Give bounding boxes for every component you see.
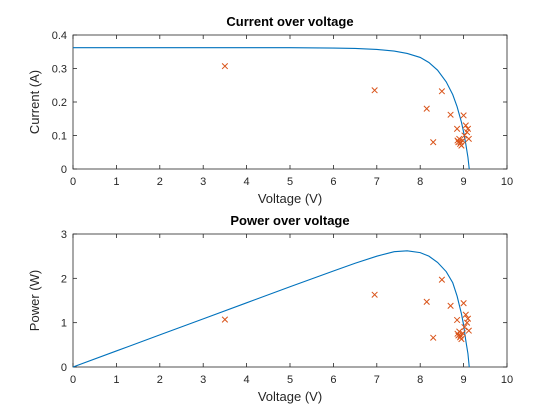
x-axis-label: Voltage (V)	[258, 191, 322, 206]
x-tick-label: 5	[287, 176, 293, 188]
x-tick-label: 10	[501, 176, 513, 188]
scatter-point	[463, 128, 471, 136]
y-tick-label: 0.2	[52, 97, 67, 109]
x-tick-label: 6	[330, 374, 336, 386]
x-tick-label: 10	[501, 374, 513, 386]
scatter-point	[462, 311, 469, 318]
x-axis-label: Voltage (V)	[258, 389, 322, 404]
x-tick-label: 2	[157, 374, 163, 386]
x-tick-label: 9	[461, 176, 467, 188]
scatter-point	[453, 125, 461, 132]
y-tick-label: 1	[61, 318, 67, 330]
scatter-point	[423, 298, 430, 305]
y-axis-label: Power (W)	[27, 270, 42, 331]
scatter-point	[457, 139, 464, 146]
scatter-point	[460, 300, 467, 307]
scatter-point	[465, 327, 472, 334]
x-tick-label: 8	[417, 176, 423, 188]
scatter-point	[221, 63, 229, 70]
x-tick-label: 9	[461, 374, 467, 386]
scatter-point	[457, 332, 464, 339]
scatter-point	[454, 137, 461, 144]
scatter-point	[221, 316, 229, 323]
scatter-point	[461, 323, 468, 331]
chart-power-over-voltage: Power over voltage Voltage (V) Power (W)…	[27, 213, 513, 404]
x-tick-label: 0	[70, 176, 76, 188]
scatter-point	[438, 88, 446, 95]
chart-current-over-voltage: Current over voltage Voltage (V) Current…	[27, 14, 513, 206]
scatter-point	[465, 135, 472, 143]
scatter-point	[453, 316, 461, 324]
chart-title: Power over voltage	[230, 213, 349, 228]
scatter-point	[371, 87, 378, 94]
scatter-point	[456, 140, 464, 148]
y-tick-label: 0.1	[52, 131, 67, 143]
x-tick-label: 1	[113, 374, 119, 386]
scatter-point	[438, 276, 446, 283]
x-tick-label: 8	[417, 374, 423, 386]
x-tick-label: 5	[287, 374, 293, 386]
scatter-point	[456, 334, 464, 341]
x-tick-label: 6	[330, 176, 336, 188]
y-tick-label: 2	[61, 273, 67, 285]
y-tick-label: 0	[61, 164, 67, 176]
x-tick-label: 7	[374, 176, 380, 188]
x-tick-label: 1	[113, 176, 119, 188]
scatter-point	[447, 302, 454, 309]
scatter-point	[447, 111, 454, 118]
scatter-point	[463, 319, 471, 326]
chart-title: Current over voltage	[226, 14, 353, 29]
y-tick-label: 0.4	[52, 30, 67, 42]
x-tick-label: 4	[244, 374, 250, 386]
x-tick-label: 7	[374, 374, 380, 386]
scatter-point	[423, 105, 430, 112]
scatter-point	[454, 330, 461, 337]
scatter-point	[461, 132, 468, 139]
scatter-point	[460, 112, 467, 119]
x-tick-label: 0	[70, 374, 76, 386]
scatter-point	[430, 139, 437, 146]
scatter-point	[371, 291, 378, 298]
y-axis-label: Current (A)	[27, 70, 42, 134]
scatter-point	[462, 122, 469, 129]
series-line	[72, 250, 470, 368]
series-line	[73, 47, 470, 170]
y-tick-label: 0.3	[52, 64, 67, 76]
scatter-point	[430, 334, 437, 341]
x-tick-label: 3	[200, 176, 206, 188]
x-tick-label: 2	[157, 176, 163, 188]
x-tick-label: 3	[200, 374, 206, 386]
y-tick-label: 0	[61, 362, 67, 374]
y-tick-label: 3	[61, 229, 67, 241]
x-tick-label: 4	[244, 176, 250, 188]
